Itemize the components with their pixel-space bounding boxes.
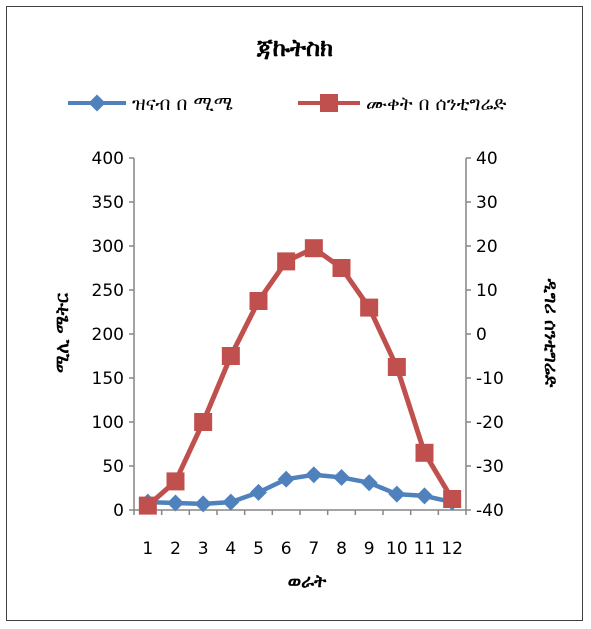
y-tick-label-right: -40 <box>476 501 504 521</box>
legend-entry-rainfall: ዝናብ በ ሚሜ <box>68 93 233 115</box>
y-tick-label-right: 20 <box>476 237 498 257</box>
x-tick-label: 3 <box>198 539 209 559</box>
data-point-diamond <box>333 468 350 486</box>
y-tick-label-left: 0 <box>113 501 124 521</box>
x-tick-label: 1 <box>142 539 153 559</box>
x-tick-label: 12 <box>441 539 463 559</box>
series-line-0 <box>147 472 453 507</box>
legend: ዝናብ በ ሚሜ ሙቀት በ ሰንቲግሬድ <box>68 93 506 115</box>
data-point-square <box>387 358 406 376</box>
x-tick-label: 10 <box>386 539 408 559</box>
series-line-1 <box>146 245 455 508</box>
data-point-diamond <box>360 474 378 492</box>
x-tick-label: 6 <box>281 539 292 559</box>
y-tick-label-left: 150 <box>92 369 124 389</box>
y-tick-label-left: 50 <box>102 457 124 477</box>
x-tick-label: 7 <box>308 539 319 559</box>
data-point-diamond <box>416 487 433 505</box>
y-tick-label-left: 100 <box>92 413 124 433</box>
data-point-square <box>166 472 185 491</box>
legend-label-rainfall: ዝናብ በ ሚሜ <box>132 93 233 115</box>
y-tick-label-right: 0 <box>476 325 487 345</box>
y-tick-label-left: 300 <box>92 237 124 257</box>
data-point-diamond <box>222 493 240 511</box>
data-point-square <box>304 239 323 258</box>
data-point-square <box>332 259 351 277</box>
chart-frame <box>6 6 583 621</box>
legend-entry-temperature: ሙቀት በ ሰንቲግሬድ <box>298 93 506 115</box>
legend-marker-temperature <box>320 94 338 112</box>
y-tick-label-right: 10 <box>476 281 498 301</box>
plot-area: 0 50 100 150 200 250 300 350 400 -40 -30 -20 -10 0 10 2… <box>92 149 504 559</box>
legend-label-temperature: ሙቀት በ ሰንቲግሬድ <box>366 93 506 115</box>
data-point-square <box>249 292 268 310</box>
data-point-square <box>194 413 213 431</box>
data-point-square <box>221 347 240 365</box>
data-point-diamond <box>388 485 406 503</box>
x-tick-label: 5 <box>253 539 264 559</box>
data-point-square <box>277 252 296 271</box>
data-point-diamond <box>194 495 212 513</box>
x-tick-label: 11 <box>414 539 436 559</box>
y-tick-label-left: 200 <box>92 325 124 345</box>
data-point-square <box>360 298 379 317</box>
y-tick-label-left: 400 <box>92 149 124 169</box>
y-tick-label-left: 250 <box>92 281 124 301</box>
y-axis-title-right: ዲግሪ ሰንቲግሬድ <box>540 278 561 388</box>
data-point-square <box>415 443 434 462</box>
data-point-diamond <box>167 494 184 512</box>
data-point-diamond <box>277 470 295 488</box>
data-point-square <box>443 490 462 508</box>
y-tick-label-right: -10 <box>476 369 504 389</box>
y-tick-label-right: 40 <box>476 149 498 169</box>
data-point-square <box>138 496 157 515</box>
chart-title: ጃኩትስክ <box>256 34 333 62</box>
x-tick-label: 9 <box>364 539 375 559</box>
x-tick-label: 2 <box>170 539 181 559</box>
y-tick-label-left: 350 <box>92 193 124 213</box>
x-tick-label: 8 <box>336 539 347 559</box>
x-axis-title: ወራት <box>288 571 327 592</box>
data-point-diamond <box>250 483 267 501</box>
y-axis-title-left: ሚሊ ሜትር <box>52 292 73 373</box>
x-tick-label: 4 <box>225 539 236 559</box>
data-point-diamond <box>305 466 323 484</box>
legend-marker-rainfall <box>88 94 106 112</box>
y-tick-label-right: -20 <box>476 413 504 433</box>
y-tick-label-right: -30 <box>476 457 504 477</box>
y-tick-label-right: 30 <box>476 193 498 213</box>
